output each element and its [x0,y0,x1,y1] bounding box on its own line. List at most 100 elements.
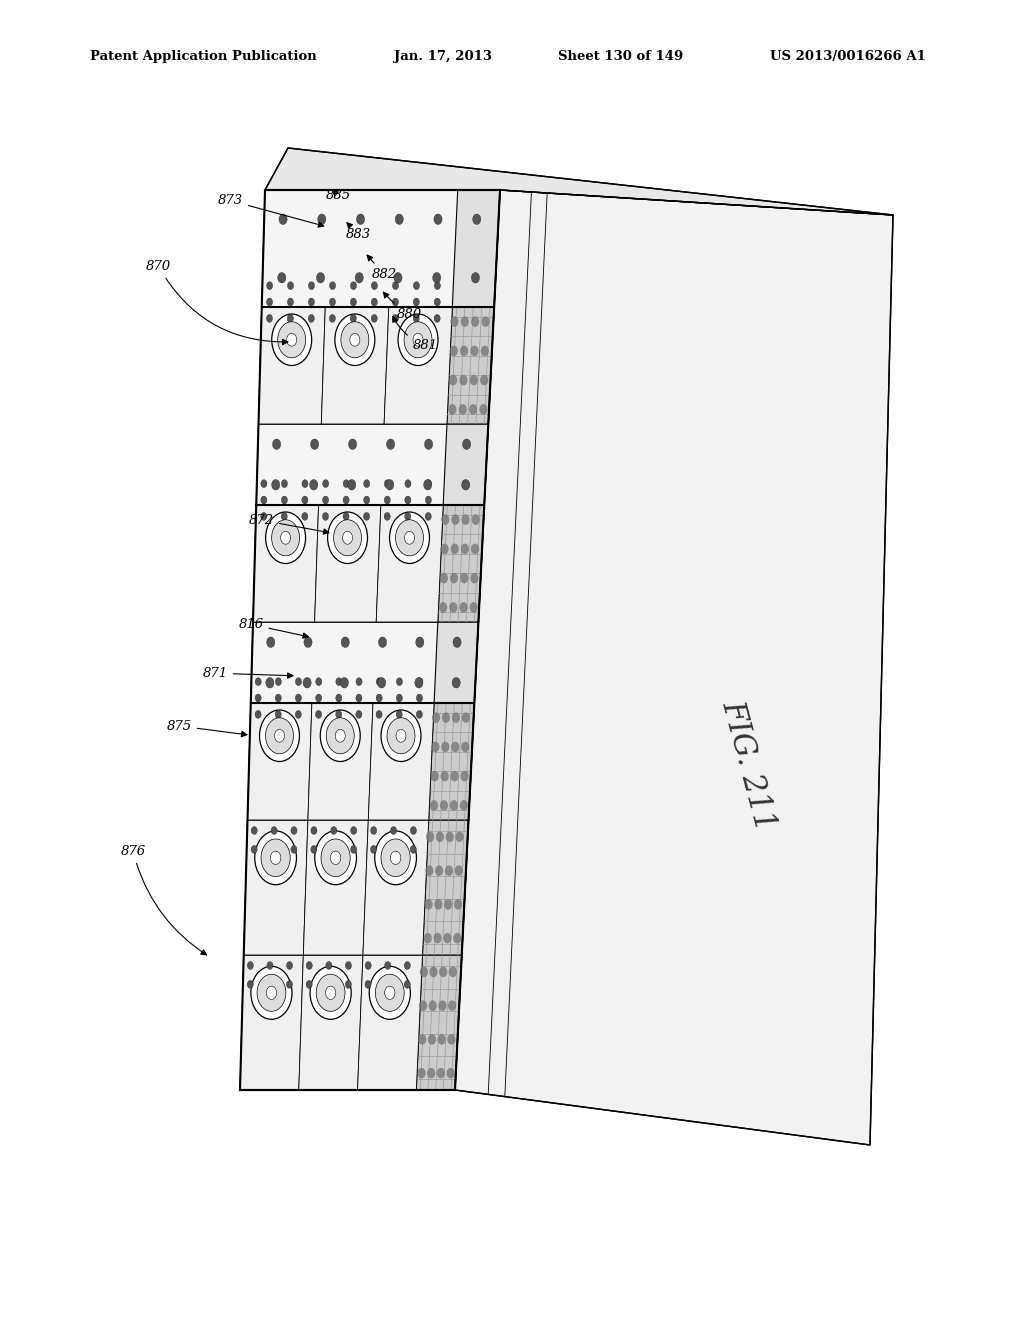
Circle shape [425,899,433,909]
Circle shape [376,694,382,702]
Circle shape [450,346,458,356]
Circle shape [390,808,396,816]
Polygon shape [248,704,312,820]
Circle shape [411,826,417,834]
Circle shape [449,404,457,414]
Circle shape [266,986,276,999]
Circle shape [330,298,336,306]
Circle shape [404,942,411,950]
Circle shape [434,899,442,909]
Circle shape [375,830,417,884]
Circle shape [364,496,370,504]
Circle shape [343,532,352,544]
Text: 870: 870 [146,260,288,345]
Circle shape [471,272,479,282]
Circle shape [261,840,290,876]
Polygon shape [429,704,474,820]
Circle shape [371,826,377,834]
Circle shape [267,942,273,950]
Circle shape [396,677,402,685]
Circle shape [381,840,411,876]
Circle shape [389,512,429,564]
Circle shape [390,851,400,865]
Polygon shape [423,820,469,954]
Circle shape [434,298,440,306]
Circle shape [316,272,325,282]
Circle shape [418,1034,426,1044]
Circle shape [435,866,443,876]
Circle shape [306,961,312,969]
Circle shape [371,808,377,816]
Circle shape [384,512,390,520]
Circle shape [345,981,351,989]
Circle shape [396,730,406,742]
Circle shape [469,404,477,414]
Circle shape [416,638,424,648]
Polygon shape [434,622,478,704]
Circle shape [440,544,449,554]
Circle shape [308,281,314,289]
Circle shape [282,512,288,520]
Polygon shape [322,308,389,424]
Circle shape [379,638,387,648]
Circle shape [460,346,468,356]
Circle shape [445,832,454,842]
Polygon shape [362,820,429,954]
Circle shape [415,677,423,688]
Circle shape [330,281,336,289]
Polygon shape [303,820,369,954]
Circle shape [463,440,471,450]
Circle shape [451,317,459,327]
Circle shape [437,1034,445,1044]
Polygon shape [248,704,434,820]
Circle shape [470,346,478,356]
Polygon shape [256,424,488,506]
Circle shape [454,933,462,944]
Circle shape [255,677,261,685]
Circle shape [386,440,394,450]
Circle shape [417,694,423,702]
Circle shape [441,515,450,525]
Circle shape [444,866,453,876]
Circle shape [356,677,362,685]
Circle shape [451,544,459,554]
Circle shape [287,981,293,989]
Polygon shape [253,506,443,622]
Circle shape [451,771,459,781]
Circle shape [372,298,378,306]
Polygon shape [443,424,488,506]
Circle shape [452,677,460,688]
Circle shape [271,845,278,853]
Circle shape [411,808,417,816]
Circle shape [442,713,451,723]
Circle shape [351,808,357,816]
Circle shape [414,298,420,306]
Circle shape [418,1068,426,1078]
Polygon shape [265,148,893,215]
Circle shape [404,496,411,504]
Circle shape [414,281,420,289]
Circle shape [429,966,437,977]
Circle shape [311,845,317,853]
Circle shape [328,512,368,564]
Circle shape [381,710,421,762]
Circle shape [371,314,377,322]
Circle shape [449,375,457,385]
Circle shape [314,830,356,884]
Circle shape [425,479,431,487]
Circle shape [395,520,424,556]
Circle shape [378,677,386,688]
Circle shape [454,899,462,909]
Circle shape [350,845,356,853]
Circle shape [425,496,431,504]
Circle shape [281,532,291,544]
Circle shape [444,899,453,909]
Circle shape [343,512,349,520]
Circle shape [461,742,469,752]
Circle shape [340,677,348,688]
Circle shape [310,440,318,450]
Circle shape [392,281,398,289]
Circle shape [255,694,261,702]
Circle shape [275,694,282,702]
Circle shape [430,800,438,810]
